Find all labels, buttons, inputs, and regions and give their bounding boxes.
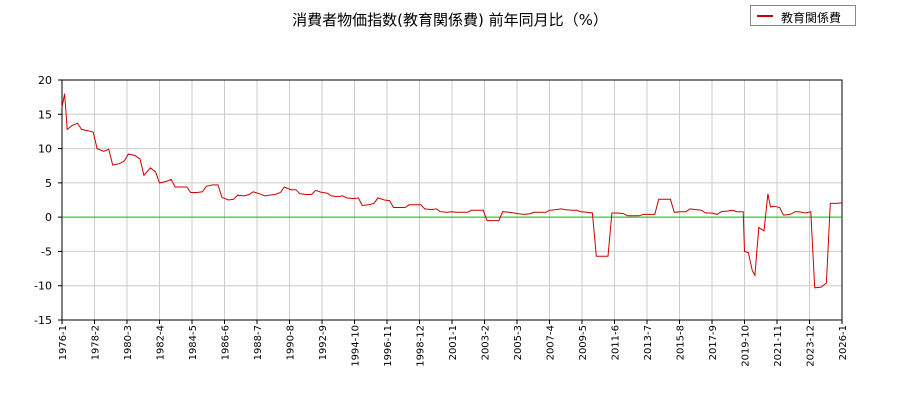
y-tick-label: -5 [41, 245, 52, 258]
y-tick-label: 15 [38, 108, 52, 121]
x-tick-label: 2013-7 [643, 325, 654, 360]
x-tick-label: 2019-10 [741, 325, 752, 367]
x-tick-label: 1996-11 [383, 325, 394, 367]
series-line [61, 93, 843, 289]
x-tick-label: 1976-1 [58, 325, 69, 360]
x-tick-label: 2005-3 [513, 325, 524, 360]
x-tick-label: 1982-4 [156, 325, 167, 360]
x-tick-label: 1986-6 [221, 325, 232, 360]
x-tick-label: 2003-2 [481, 325, 492, 360]
x-tick-label: 1978-2 [91, 325, 102, 360]
y-tick-label: 0 [45, 211, 52, 224]
x-tick-label: 1998-12 [416, 325, 427, 367]
legend: 教育関係費 [750, 5, 856, 26]
y-tick-label: 10 [38, 143, 52, 156]
x-tick-label: 2023-12 [806, 325, 817, 367]
x-tick-label: 2009-5 [578, 325, 589, 360]
x-tick-label: 1980-3 [123, 325, 134, 360]
x-tick-label: 1988-7 [253, 325, 264, 360]
y-tick-label: 20 [38, 74, 52, 87]
plot-frame [61, 79, 843, 321]
x-tick-label: 2017-9 [708, 325, 719, 360]
x-tick-label: 2011-6 [611, 325, 622, 360]
x-tick-label: 2001-1 [448, 325, 459, 360]
x-tick-label: 1990-8 [286, 325, 297, 360]
chart-title: 消費者物価指数(教育関係費) 前年同月比（%） [292, 11, 608, 29]
legend-label: 教育関係費 [781, 11, 842, 25]
x-tick-label: 2021-11 [773, 325, 784, 367]
y-tick-label: -15 [34, 314, 52, 327]
x-tick-label: 1984-5 [188, 325, 199, 360]
y-tick-label: 5 [45, 177, 52, 190]
y-tick-label: -10 [34, 280, 52, 293]
legend-swatch [757, 15, 773, 17]
x-tick-label: 2015-8 [676, 325, 687, 360]
x-tick-label: 2026-1 [838, 325, 849, 360]
x-tick-label: 1992-9 [318, 325, 329, 360]
x-tick-label: 1994-10 [351, 325, 362, 367]
x-tick-label: 2007-4 [546, 325, 557, 360]
